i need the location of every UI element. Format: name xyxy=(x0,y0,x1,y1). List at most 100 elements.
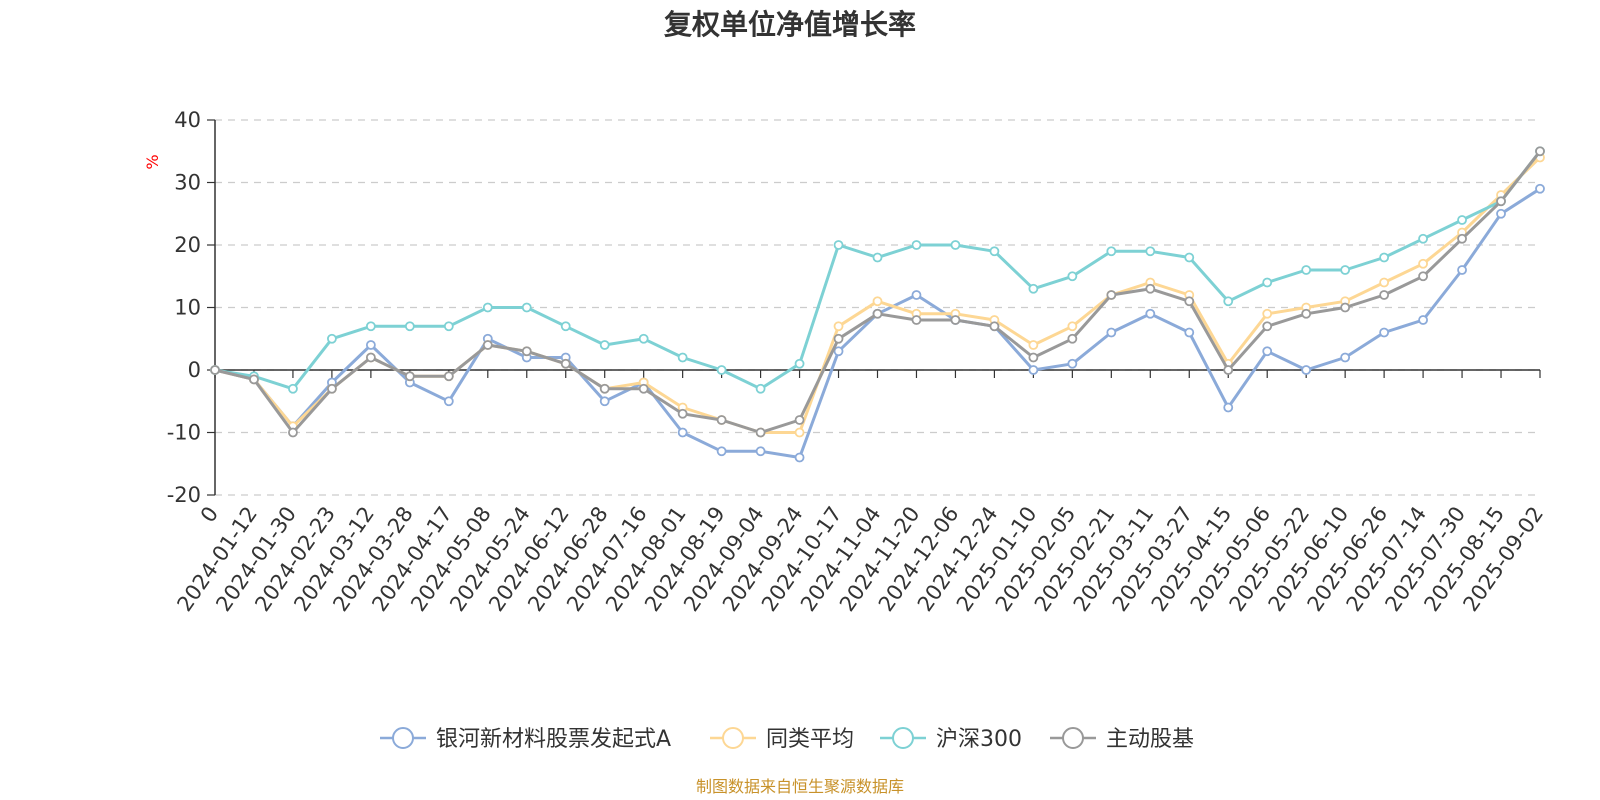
data-point[interactable] xyxy=(1301,308,1312,319)
data-point[interactable] xyxy=(365,340,376,350)
data-point[interactable] xyxy=(1418,315,1428,325)
data-point[interactable] xyxy=(794,415,805,425)
data-point[interactable] xyxy=(1145,308,1156,319)
data-point[interactable] xyxy=(443,321,454,332)
data-point[interactable] xyxy=(443,396,454,407)
data-point[interactable] xyxy=(950,240,961,250)
data-point[interactable] xyxy=(1067,358,1078,369)
data-point[interactable] xyxy=(1028,352,1039,363)
data-point[interactable] xyxy=(521,346,532,357)
data-point[interactable] xyxy=(794,358,805,369)
data-point[interactable] xyxy=(482,340,493,350)
data-point[interactable] xyxy=(482,302,493,313)
data-point[interactable] xyxy=(521,302,532,313)
data-point[interactable] xyxy=(755,427,766,438)
data-point[interactable] xyxy=(716,446,727,457)
data-point[interactable] xyxy=(833,240,844,250)
legend-item[interactable]: 同类平均 xyxy=(710,727,854,752)
data-point[interactable] xyxy=(1379,277,1390,288)
data-point[interactable] xyxy=(872,252,883,263)
data-point[interactable] xyxy=(1145,283,1156,294)
data-point[interactable] xyxy=(404,371,415,382)
data-point[interactable] xyxy=(1418,258,1428,269)
data-point[interactable] xyxy=(1028,365,1039,375)
data-point[interactable] xyxy=(1340,265,1351,275)
data-point[interactable] xyxy=(911,240,922,250)
data-point[interactable] xyxy=(560,358,571,369)
data-point[interactable] xyxy=(1535,183,1545,194)
legend[interactable]: 银河新材料股票发起式A 同类平均 沪深300 主动股基 xyxy=(380,727,1194,752)
data-point[interactable] xyxy=(1457,265,1467,275)
data-point[interactable] xyxy=(1223,296,1234,307)
data-point[interactable] xyxy=(911,290,922,300)
data-point[interactable] xyxy=(638,333,649,344)
data-point[interactable] xyxy=(833,333,844,344)
data-point[interactable] xyxy=(599,383,610,394)
data-point[interactable] xyxy=(755,446,766,457)
data-point[interactable] xyxy=(1418,233,1428,244)
data-point[interactable] xyxy=(794,427,805,438)
legend-item[interactable]: 主动股基 xyxy=(1050,727,1194,752)
data-point[interactable] xyxy=(1028,283,1039,294)
data-point[interactable] xyxy=(1496,196,1506,207)
data-point[interactable] xyxy=(1184,252,1195,263)
data-point[interactable] xyxy=(677,427,688,438)
data-point[interactable] xyxy=(1418,271,1428,282)
data-point[interactable] xyxy=(1067,333,1078,344)
data-point[interactable] xyxy=(1379,290,1390,300)
data-point[interactable] xyxy=(1340,352,1351,363)
data-point[interactable] xyxy=(365,321,376,332)
data-point[interactable] xyxy=(1262,277,1273,288)
data-point[interactable] xyxy=(599,340,610,350)
data-point[interactable] xyxy=(1067,321,1078,332)
data-point[interactable] xyxy=(288,427,298,438)
data-point[interactable] xyxy=(677,352,688,363)
data-point[interactable] xyxy=(1184,327,1195,338)
data-point[interactable] xyxy=(950,315,961,325)
data-point[interactable] xyxy=(1496,208,1506,219)
data-point[interactable] xyxy=(1262,321,1273,332)
data-point[interactable] xyxy=(989,246,1000,257)
data-point[interactable] xyxy=(755,383,766,394)
data-point[interactable] xyxy=(989,321,1000,332)
data-point[interactable] xyxy=(1262,308,1273,319)
data-point[interactable] xyxy=(1106,327,1117,338)
data-point[interactable] xyxy=(1457,233,1467,244)
data-point[interactable] xyxy=(872,296,883,307)
data-point[interactable] xyxy=(210,365,220,375)
data-point[interactable] xyxy=(1145,246,1156,257)
legend-item[interactable]: 沪深300 xyxy=(880,727,1022,752)
data-point[interactable] xyxy=(1223,365,1234,375)
data-point[interactable] xyxy=(365,352,376,363)
data-point[interactable] xyxy=(1184,296,1195,307)
data-point[interactable] xyxy=(1223,402,1234,413)
data-point[interactable] xyxy=(833,346,844,357)
data-point[interactable] xyxy=(599,396,610,407)
data-point[interactable] xyxy=(833,321,844,332)
data-point[interactable] xyxy=(327,383,337,394)
data-point[interactable] xyxy=(1379,327,1390,338)
data-point[interactable] xyxy=(677,408,688,419)
data-point[interactable] xyxy=(1379,252,1390,263)
data-point[interactable] xyxy=(1106,246,1117,257)
data-point[interactable] xyxy=(1301,265,1312,275)
data-point[interactable] xyxy=(1535,146,1545,157)
data-point[interactable] xyxy=(716,415,727,425)
data-point[interactable] xyxy=(1340,302,1351,313)
data-point[interactable] xyxy=(560,321,571,332)
data-point[interactable] xyxy=(911,315,922,325)
data-point[interactable] xyxy=(443,371,454,382)
data-point[interactable] xyxy=(288,383,298,394)
data-point[interactable] xyxy=(249,374,259,385)
data-point[interactable] xyxy=(794,452,805,463)
data-point[interactable] xyxy=(716,365,727,375)
data-point[interactable] xyxy=(1106,290,1117,300)
data-point[interactable] xyxy=(1028,340,1039,350)
data-point[interactable] xyxy=(404,321,415,332)
data-point[interactable] xyxy=(327,333,337,344)
data-point[interactable] xyxy=(1067,271,1078,282)
data-point[interactable] xyxy=(1457,215,1467,225)
data-point[interactable] xyxy=(872,308,883,319)
data-point[interactable] xyxy=(1301,365,1312,375)
legend-item[interactable]: 银河新材料股票发起式A xyxy=(380,727,671,752)
